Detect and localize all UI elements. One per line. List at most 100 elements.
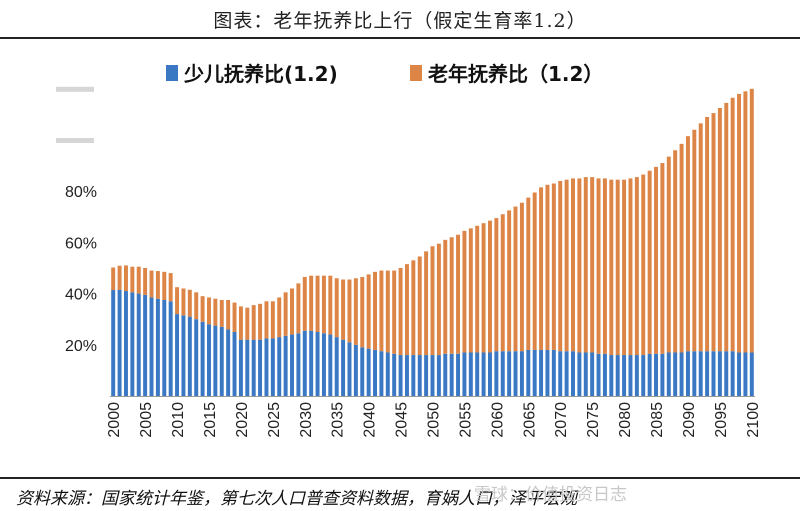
bar-youth [449, 353, 454, 396]
bar-elderly [175, 287, 180, 315]
x-tick-label: 2050 [426, 402, 443, 438]
bar-youth [558, 351, 563, 396]
x-tick-label: 2020 [234, 402, 251, 438]
bar-elderly [353, 278, 358, 345]
bar-elderly [366, 274, 371, 349]
bar-youth [264, 338, 269, 396]
bar-youth [270, 338, 275, 396]
bar-youth [207, 324, 211, 396]
bar-youth [296, 333, 301, 396]
bar-elderly [717, 108, 722, 352]
bar-youth [596, 353, 601, 396]
bar-elderly [749, 88, 754, 353]
bar-elderly [411, 260, 416, 356]
bar-youth [698, 351, 703, 396]
bar-elderly [392, 270, 397, 354]
bar-youth [609, 355, 614, 396]
x-tick-label: 2075 [585, 402, 602, 438]
bar-youth [360, 347, 365, 396]
bar-elderly [609, 179, 614, 356]
bar-youth [577, 352, 582, 396]
x-tick-label: 2055 [457, 402, 474, 438]
bar-youth [615, 355, 620, 396]
bar-elderly [628, 178, 633, 356]
bar-youth [392, 353, 397, 396]
bar-elderly [705, 116, 710, 352]
legend-label-2: 老年抚养比（1.2） [428, 62, 603, 86]
stacked-bar-chart: 少儿抚养比(1.2) 老年抚养比（1.2） 20%40%60%80% 2000 20… [56, 62, 762, 438]
bar-youth [545, 349, 550, 396]
y-tick-label: 20% [65, 338, 97, 355]
legend-label-1: 少儿抚养比(1.2) [183, 62, 338, 86]
bar-elderly [654, 166, 658, 354]
bar-elderly [360, 276, 365, 348]
bar-elderly [238, 306, 243, 340]
bar-elderly [296, 283, 301, 334]
bar-youth [123, 291, 128, 396]
bar-youth [226, 329, 231, 396]
bar-youth [398, 355, 403, 396]
bar-elderly [698, 123, 703, 352]
bar-youth [315, 332, 320, 396]
bar-youth [347, 342, 352, 396]
legend-swatch-1 [166, 65, 178, 81]
bar-elderly [571, 178, 575, 352]
x-tick-label: 2030 [298, 402, 315, 438]
bar-youth [143, 294, 148, 396]
bar-youth [175, 314, 180, 396]
bar-youth [187, 316, 192, 396]
bar-elderly [679, 143, 684, 353]
x-tick-label: 2090 [681, 402, 698, 438]
bar-youth [660, 353, 665, 396]
bar-youth [571, 351, 575, 396]
bar-youth [328, 334, 333, 396]
bar-elderly [602, 178, 607, 354]
bar-youth [622, 355, 627, 396]
bar-elderly [373, 271, 378, 350]
bar-elderly [200, 296, 205, 322]
bar-elderly [558, 180, 563, 352]
bar-elderly [481, 223, 486, 353]
bar-elderly [513, 206, 518, 352]
bar-youth [334, 337, 339, 396]
bar-elderly [302, 276, 307, 331]
bar-youth [705, 351, 710, 396]
y-tick-label: 60% [65, 235, 97, 252]
bar-elderly [526, 197, 531, 350]
bar-youth [462, 352, 467, 396]
bar-youth [385, 352, 390, 396]
y-tick-label: 40% [65, 287, 97, 304]
bar-youth [111, 290, 116, 396]
bar-youth [341, 339, 346, 396]
bar-youth [654, 353, 658, 396]
bar-elderly [660, 163, 665, 354]
bar-elderly [264, 301, 269, 339]
legend: 少儿抚养比(1.2) 老年抚养比（1.2） [166, 62, 603, 86]
bar-youth [666, 352, 671, 396]
bar-youth [730, 351, 735, 396]
bar-youth [430, 355, 435, 396]
bar-youth [200, 321, 205, 396]
bar-elderly [685, 136, 690, 352]
bar-elderly [251, 305, 256, 340]
bar-elderly [417, 256, 422, 356]
bar-youth [647, 353, 652, 396]
bar-elderly [475, 225, 480, 353]
bar-elderly [207, 297, 211, 325]
bar-elderly [494, 218, 499, 352]
bar-elderly [379, 270, 384, 352]
y-axis: 20% 40% 60% 80% [56, 86, 97, 355]
bar-elderly [456, 234, 461, 354]
bar-youth [136, 293, 141, 396]
bar-elderly [622, 179, 627, 356]
bar-elderly [436, 243, 441, 356]
bar-elderly [219, 300, 224, 327]
bar-youth [628, 355, 633, 396]
bar-youth [532, 349, 537, 396]
bar-youth [513, 351, 518, 396]
bar-elderly [449, 237, 454, 354]
bar-elderly [245, 307, 250, 340]
bar-elderly [692, 129, 697, 352]
bar-elderly [666, 156, 671, 353]
bar-youth [507, 351, 512, 396]
